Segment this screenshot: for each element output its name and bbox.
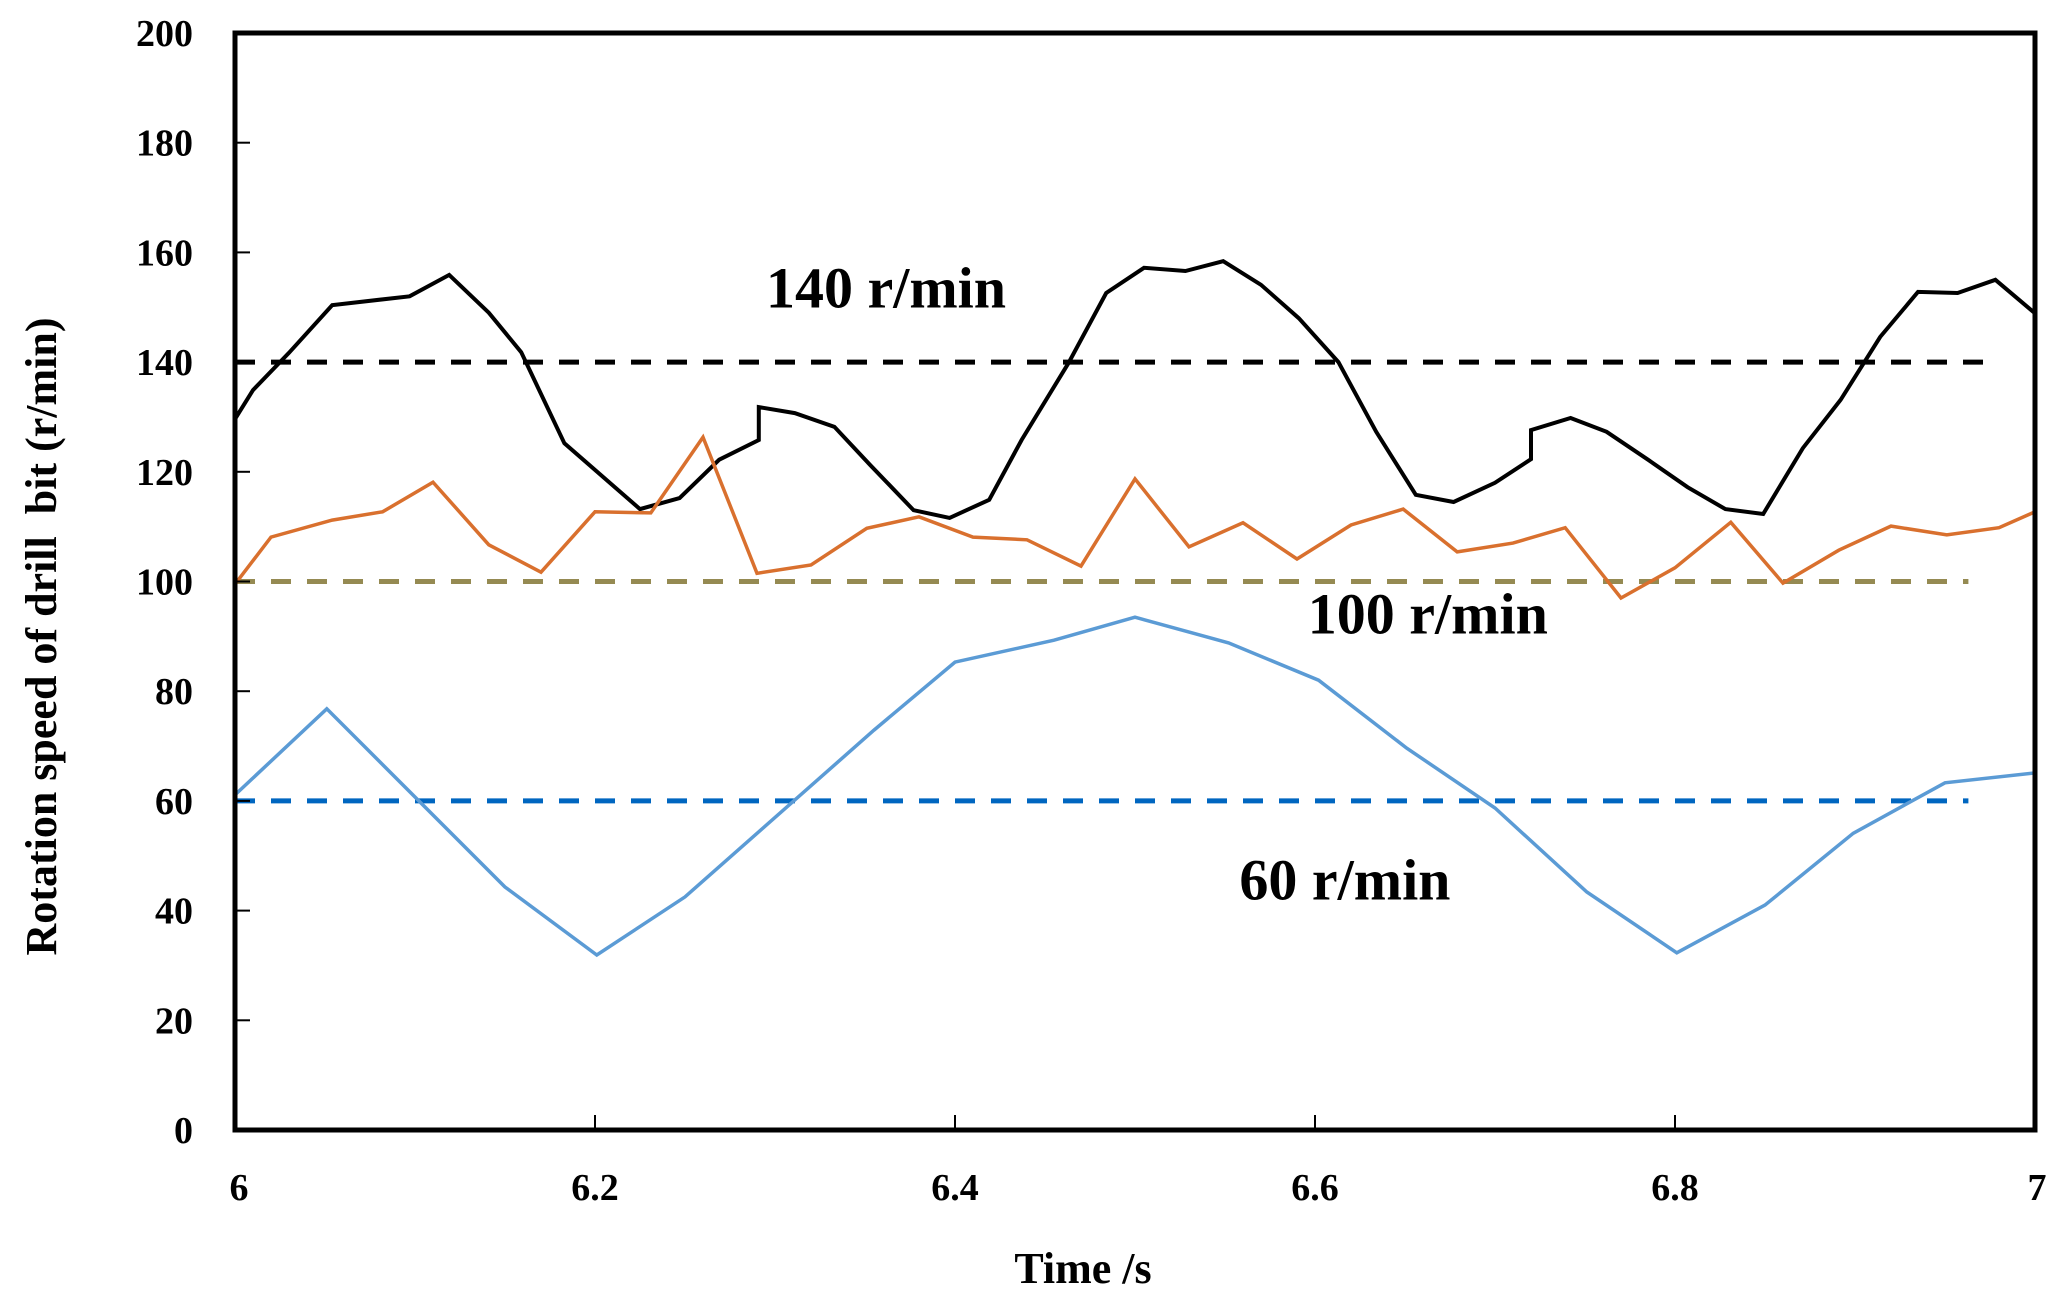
y-tick-label: 180: [136, 123, 193, 165]
y-tick-label: 80: [155, 671, 193, 713]
y-tick-label: 120: [136, 452, 193, 494]
y-tick-label: 140: [136, 342, 193, 384]
x-tick-label: 6.8: [1651, 1167, 1699, 1209]
series-line-60-r-min-response: [233, 615, 2036, 958]
reference-lines: [235, 359, 1989, 804]
annotation-100-r-min: 100 r/min: [1308, 582, 1548, 647]
data-series: [233, 259, 2037, 958]
annotations: 140 r/min 100 r/min 60 r/min: [766, 255, 1548, 912]
x-tick-label: 6.4: [931, 1167, 979, 1209]
series-line-100-r-min-response: [233, 433, 2036, 601]
y-axis-ticks: 0 20 40 60 80 100 120 140 160 180 200: [136, 13, 250, 1152]
x-axis-ticks: 6 6.2 6.4 6.6 6.8 7: [230, 1115, 2047, 1209]
y-tick-label: 40: [155, 891, 193, 933]
x-tick-label: 6.2: [571, 1167, 619, 1209]
y-tick-label: 200: [136, 13, 193, 55]
y-tick-label: 160: [136, 232, 193, 274]
y-tick-label: 0: [174, 1110, 193, 1152]
y-axis-title: Rotation speed of drill bit (r/min): [17, 318, 66, 956]
y-tick-label: 100: [136, 562, 193, 604]
x-tick-label: 7: [2028, 1167, 2047, 1209]
annotation-140-r-min: 140 r/min: [766, 255, 1006, 320]
y-tick-label: 20: [155, 1000, 193, 1042]
y-tick-label: 60: [155, 781, 193, 823]
annotation-60-r-min: 60 r/min: [1239, 848, 1450, 913]
x-tick-label: 6: [230, 1167, 249, 1209]
x-tick-label: 6.6: [1291, 1167, 1339, 1209]
series-line-140-r-min-response: [233, 259, 2037, 520]
x-axis-title: Time /s: [1014, 1244, 1151, 1293]
